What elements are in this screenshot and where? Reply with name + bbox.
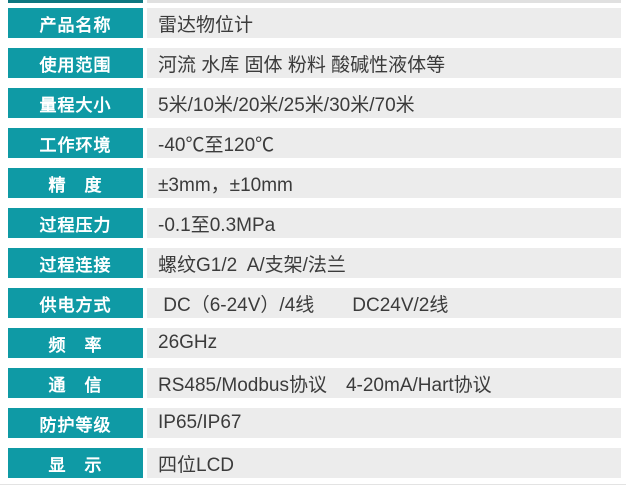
spec-label: 供电方式 (8, 288, 143, 318)
spec-value: ±3mm，±10mm (147, 168, 621, 198)
spec-label: 量程大小 (8, 88, 143, 118)
spec-row: 防护等级 IP65/IP67 (8, 408, 621, 438)
spec-label: 显 示 (8, 448, 143, 478)
spec-row: 工作环境 -40℃至120℃ (8, 128, 621, 158)
spec-label: 防护等级 (8, 408, 143, 438)
spec-value: RS485/Modbus协议 4-20mA/Hart协议 (147, 368, 621, 398)
cutoff-value-cell (147, 0, 621, 3)
spec-row: 量程大小 5米/10米/20米/25米/30米/70米 (8, 88, 621, 118)
spec-row: 产品名称 雷达物位计 (8, 8, 621, 38)
spec-label: 使用范围 (8, 48, 143, 78)
spec-row: 过程连接 螺纹G1/2 A/支架/法兰 (8, 248, 621, 278)
spec-value: 5米/10米/20米/25米/30米/70米 (147, 88, 621, 118)
spec-label: 通 信 (8, 368, 143, 398)
spec-value: 雷达物位计 (147, 8, 621, 38)
spec-row: 频 率 26GHz (8, 328, 621, 358)
spec-label: 过程压力 (8, 208, 143, 238)
spec-label: 精 度 (8, 168, 143, 198)
cutoff-row-top (0, 0, 626, 3)
spec-row: 通 信 RS485/Modbus协议 4-20mA/Hart协议 (8, 368, 621, 398)
spec-value: DC（6-24V）/4线 DC24V/2线 (147, 288, 621, 318)
spec-value: 河流 水库 固体 粉料 酸碱性液体等 (147, 48, 621, 78)
spec-value: 四位LCD (147, 448, 621, 478)
spec-value: 螺纹G1/2 A/支架/法兰 (147, 248, 621, 278)
spec-value: 26GHz (147, 328, 621, 358)
cutoff-label-cell (8, 0, 143, 3)
spec-row: 使用范围 河流 水库 固体 粉料 酸碱性液体等 (8, 48, 621, 78)
table-bottom-divider (0, 484, 626, 485)
spec-label: 产品名称 (8, 8, 143, 38)
spec-value: IP65/IP67 (147, 408, 621, 438)
spec-value: -40℃至120℃ (147, 128, 621, 158)
spec-label: 频 率 (8, 328, 143, 358)
spec-row: 供电方式 DC（6-24V）/4线 DC24V/2线 (8, 288, 621, 318)
spec-label: 过程连接 (8, 248, 143, 278)
spec-label: 工作环境 (8, 128, 143, 158)
spec-row: 精 度 ±3mm，±10mm (8, 168, 621, 198)
spec-row: 显 示 四位LCD (8, 448, 621, 478)
spec-value: -0.1至0.3MPa (147, 208, 621, 238)
spec-row: 过程压力 -0.1至0.3MPa (8, 208, 621, 238)
